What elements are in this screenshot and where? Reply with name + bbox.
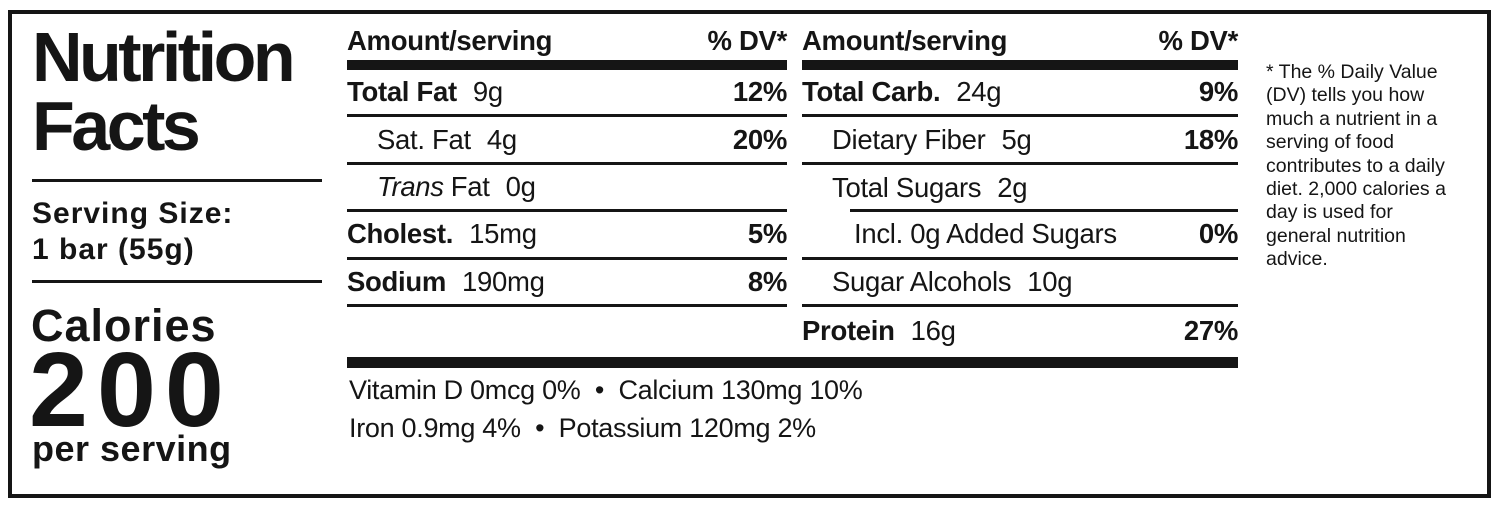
nutrient-name: Protein [802,314,895,346]
divider-rule [32,280,322,283]
nutrient-name-group: Trans Fat 0g [347,171,536,203]
nutrient-name: Fat [450,170,490,202]
nutrient-name-group: Total Fat 9g [347,76,503,108]
column-header-amount: Amount/serving [347,25,553,56]
micronutrients-block: Vitamin D 0mcg 0% • Calcium 130mg 10% Ir… [349,371,863,447]
nutrient-name: Total Carb. [802,76,941,108]
nutrition-facts-title: Nutrition Facts [32,18,296,165]
column-header-amount: Amount/serving [802,25,1008,56]
nutrient-name: Total Sugars [832,172,982,204]
nutrient-name-group: Total Carb. 24g [802,76,1002,108]
nutrient-amount: 190mg [462,265,545,297]
nutrient-name-italic: Trans [377,170,444,202]
nutrient-name-group: Cholest. 15mg [347,218,537,250]
nutrient-amount: 5g [1001,123,1032,155]
nutrient-dv: 9% [1198,76,1238,108]
micronutrient-line-1: Vitamin D 0mcg 0% • Calcium 130mg 10% [349,375,863,405]
nutrient-name-group: Protein 16g [802,315,956,347]
column-header: Amount/serving % DV* [347,25,788,60]
nutrient-row-total-fat: Total Fat 9g 12% [347,70,787,118]
nutrient-name: Incl. 0g Added Sugars [854,218,1117,250]
daily-value-footnote: * The % Daily Value (DV) tells you how m… [1266,61,1446,271]
nutrient-row-added-sugars: Incl. 0g Added Sugars 0% [802,212,1238,260]
nutrient-name-group: Sugar Alcohols 10g [802,265,1073,298]
nutrient-name: Sat. Fat [377,123,471,155]
bottom-divider-bar [347,357,1238,368]
nutrient-row-sugar-alcohols: Sugar Alcohols 10g [802,260,1238,307]
nutrient-row-protein: Protein 16g 27% [802,307,1238,354]
nutrient-name: Cholest. [347,218,454,250]
column-header-dv: % DV* [707,25,788,56]
nutrient-amount: 15mg [469,218,537,250]
nutrient-row-total-carb: Total Carb. 24g 9% [802,70,1238,118]
nutrient-name-group: Sat. Fat 4g [347,124,517,156]
serving-size-label: Serving Size: [32,197,234,230]
nutrient-column-right: Amount/serving % DV* Total Carb. 24g 9% … [802,25,1239,354]
nutrient-amount: 4g [486,123,517,155]
nutrient-name: Dietary Fiber [832,123,986,155]
nutrient-row-sodium: Sodium 190mg 8% [347,260,787,307]
micronutrient-line-2: Iron 0.9mg 4% • Potassium 120mg 2% [349,413,816,443]
nutrient-name-group: Incl. 0g Added Sugars [802,218,1133,250]
indented-divider-rule [850,209,1238,213]
nutrient-name: Sugar Alcohols [832,265,1012,297]
nutrition-label-border [8,10,1491,498]
nutrient-row-cholesterol: Cholest. 15mg 5% [347,212,787,260]
nutrient-amount: 16g [910,314,956,346]
nutrient-dv: 27% [1183,314,1238,346]
nutrient-dv: 8% [747,265,787,297]
nutrient-amount: 2g [997,172,1028,204]
serving-size-value: 1 bar (55g) [32,233,195,266]
calories-label: Calories [31,300,217,351]
nutrient-name: Total Fat [347,76,457,108]
header-divider-bar [802,60,1238,70]
nutrient-row-sat-fat: Sat. Fat 4g 20% [347,117,787,165]
nutrient-dv: 0% [1198,218,1238,250]
nutrient-name-group: Total Sugars 2g [802,172,1028,204]
column-header: Amount/serving % DV* [802,25,1239,60]
nutrient-name-group: Dietary Fiber 5g [802,124,1032,156]
nutrient-amount: 0g [505,170,536,202]
serving-size-block: Serving Size: 1 bar (55g) [32,196,233,268]
column-header-dv: % DV* [1158,25,1239,56]
nutrient-row-total-sugars: Total Sugars 2g [802,165,1238,213]
divider-rule [32,179,322,182]
nutrient-name-group: Sodium 190mg [347,266,545,298]
calories-per-serving-label: per serving [32,428,232,469]
nutrient-row-trans-fat: Trans Fat 0g [347,165,787,213]
header-divider-bar [347,60,787,70]
calories-value: 200 [29,331,233,449]
nutrient-column-left: Amount/serving % DV* Total Fat 9g 12% Sa… [347,25,788,307]
nutrient-dv: 12% [732,76,787,108]
nutrient-amount: 9g [472,76,503,108]
nutrient-amount: 24g [956,76,1002,108]
nutrient-dv: 18% [1183,123,1238,155]
nutrient-dv: 5% [747,218,787,250]
nutrient-amount: 10g [1027,265,1073,297]
nutrient-name: Sodium [347,265,447,297]
nutrient-dv: 20% [732,123,787,155]
nutrient-row-dietary-fiber: Dietary Fiber 5g 18% [802,117,1238,165]
